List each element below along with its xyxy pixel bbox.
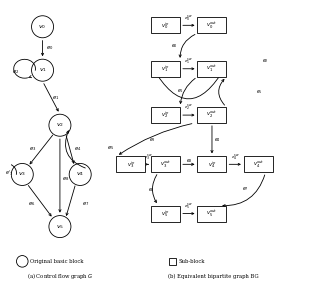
Text: $e_2$: $e_2$ bbox=[12, 68, 20, 76]
Text: $v_4^{in}$: $v_4^{in}$ bbox=[208, 159, 216, 170]
Text: $v_4$: $v_4$ bbox=[76, 171, 84, 178]
Text: (b) Equivalent bipartite graph BG: (b) Equivalent bipartite graph BG bbox=[168, 274, 259, 279]
Text: $v_5$: $v_5$ bbox=[56, 223, 64, 230]
Text: $e_0^{sw}$: $e_0^{sw}$ bbox=[184, 14, 193, 24]
Bar bbox=[116, 156, 145, 172]
Text: $v_2^{in}$: $v_2^{in}$ bbox=[161, 110, 170, 120]
Text: $e_1$: $e_1$ bbox=[177, 87, 183, 95]
Text: $e_3$: $e_3$ bbox=[29, 145, 36, 153]
Bar bbox=[197, 61, 226, 77]
Text: $v_4^{out}$: $v_4^{out}$ bbox=[253, 159, 264, 170]
Text: $e_4^{sw}$: $e_4^{sw}$ bbox=[231, 153, 240, 163]
Text: $e_3^{sw}$: $e_3^{sw}$ bbox=[144, 153, 153, 163]
Text: $v_2$: $v_2$ bbox=[56, 121, 64, 129]
Text: $v_1$: $v_1$ bbox=[39, 66, 47, 74]
Text: $e_4$: $e_4$ bbox=[74, 145, 81, 153]
Text: $v_1^{out}$: $v_1^{out}$ bbox=[206, 63, 218, 74]
Bar bbox=[151, 61, 180, 77]
Bar bbox=[197, 107, 226, 123]
Text: $e_8$: $e_8$ bbox=[62, 175, 69, 183]
Text: $v_0^{out}$: $v_0^{out}$ bbox=[206, 20, 218, 31]
Text: $e_7$: $e_7$ bbox=[242, 185, 249, 193]
Text: $e_6$: $e_6$ bbox=[28, 200, 35, 208]
Text: $e_2$: $e_2$ bbox=[262, 58, 269, 65]
Text: $v_3^{out}$: $v_3^{out}$ bbox=[160, 159, 171, 170]
Bar bbox=[244, 156, 273, 172]
Bar bbox=[197, 156, 226, 172]
Text: $e_5$: $e_5$ bbox=[107, 144, 114, 152]
Text: $e_4$: $e_4$ bbox=[214, 136, 221, 144]
Bar bbox=[151, 107, 180, 123]
Text: $v_5^{in}$: $v_5^{in}$ bbox=[161, 208, 170, 219]
Text: $e_6$: $e_6$ bbox=[148, 187, 155, 194]
Text: $e_5$: $e_5$ bbox=[256, 88, 263, 96]
Text: $v_5^{out}$: $v_5^{out}$ bbox=[206, 208, 218, 219]
Bar bbox=[151, 206, 180, 221]
Text: $e_3$: $e_3$ bbox=[149, 136, 156, 144]
Text: $e_7$: $e_7$ bbox=[82, 200, 89, 208]
Bar bbox=[151, 156, 180, 172]
Text: $e_2^{sw}$: $e_2^{sw}$ bbox=[184, 104, 193, 113]
Text: Sub-block: Sub-block bbox=[178, 259, 205, 264]
Text: $e'_3$: $e'_3$ bbox=[5, 168, 13, 178]
Bar bbox=[197, 17, 226, 33]
Text: $v_2^{out}$: $v_2^{out}$ bbox=[206, 110, 218, 120]
Text: (a) Control flow graph $G$: (a) Control flow graph $G$ bbox=[26, 272, 93, 281]
Text: $v_0^{in}$: $v_0^{in}$ bbox=[161, 20, 170, 31]
Text: $v_3^{in}$: $v_3^{in}$ bbox=[127, 159, 135, 170]
Text: $e_1^{sw}$: $e_1^{sw}$ bbox=[184, 58, 193, 67]
Text: $e_5^{sw}$: $e_5^{sw}$ bbox=[184, 203, 193, 212]
Text: $v_0$: $v_0$ bbox=[39, 23, 47, 31]
Text: $e_0$: $e_0$ bbox=[46, 45, 53, 52]
Bar bbox=[169, 258, 176, 265]
Text: $v_1^{in}$: $v_1^{in}$ bbox=[161, 63, 170, 74]
Text: $e_0$: $e_0$ bbox=[171, 42, 178, 49]
Text: Original basic block: Original basic block bbox=[30, 259, 84, 264]
Bar bbox=[197, 206, 226, 221]
Text: $e_1$: $e_1$ bbox=[52, 94, 59, 102]
Bar bbox=[151, 17, 180, 33]
Text: $e_8$: $e_8$ bbox=[186, 157, 193, 165]
Text: $v_3$: $v_3$ bbox=[18, 171, 26, 178]
